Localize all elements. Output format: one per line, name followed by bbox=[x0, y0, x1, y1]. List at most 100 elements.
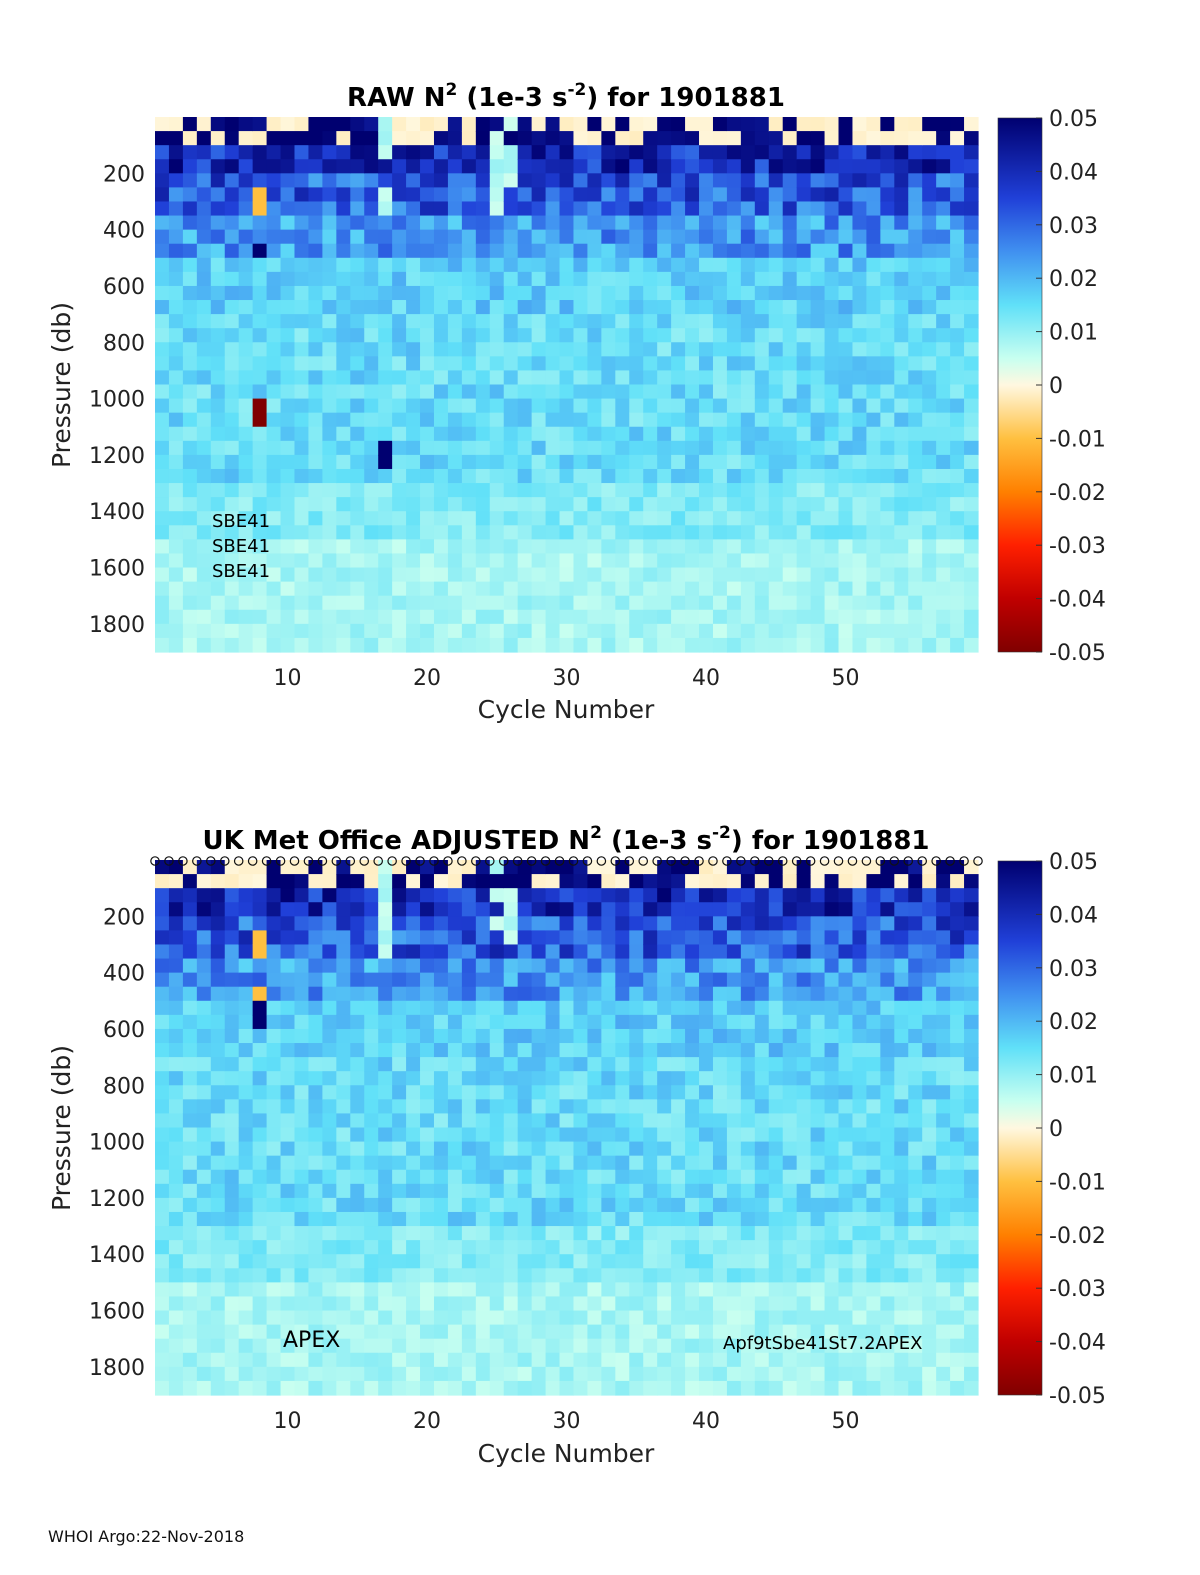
heatmap-cell bbox=[726, 860, 742, 875]
heatmap-cell bbox=[950, 623, 965, 639]
heatmap-cell bbox=[447, 117, 463, 132]
profile-marker bbox=[498, 856, 509, 866]
heatmap-cell bbox=[629, 1071, 644, 1086]
heatmap-cell bbox=[643, 944, 658, 960]
heatmap-cell bbox=[378, 1099, 393, 1115]
heatmap-cell bbox=[936, 539, 951, 555]
heatmap-cell bbox=[685, 1169, 700, 1185]
heatmap-cell bbox=[587, 342, 602, 357]
heatmap-cell bbox=[601, 1155, 616, 1171]
heatmap-cell bbox=[629, 229, 644, 245]
heatmap-cell bbox=[824, 637, 840, 653]
heatmap-cell bbox=[196, 1211, 212, 1227]
heatmap-cell bbox=[392, 623, 407, 639]
heatmap-cell bbox=[447, 1197, 463, 1213]
heatmap-cell bbox=[475, 1366, 491, 1382]
heatmap-cell bbox=[378, 860, 393, 875]
heatmap-cell bbox=[238, 1057, 254, 1072]
heatmap-cell bbox=[517, 986, 533, 1002]
heatmap-cell bbox=[322, 300, 337, 315]
heatmap-cell bbox=[615, 1057, 630, 1072]
heatmap-cell bbox=[280, 1057, 296, 1072]
heatmap-cell bbox=[740, 398, 756, 414]
heatmap-cell bbox=[643, 637, 658, 653]
heatmap-cell bbox=[378, 1000, 393, 1016]
heatmap-cell bbox=[168, 384, 184, 400]
heatmap-cell bbox=[433, 1282, 449, 1298]
heatmap-cell bbox=[531, 131, 547, 146]
heatmap-cell bbox=[266, 1310, 282, 1326]
heatmap-cell bbox=[182, 468, 198, 484]
heatmap-cell bbox=[155, 243, 170, 259]
heatmap-cell bbox=[503, 1310, 519, 1326]
heatmap-cell bbox=[587, 1211, 602, 1227]
heatmap-cell bbox=[196, 412, 212, 428]
heatmap-cell bbox=[322, 398, 337, 414]
heatmap-cell bbox=[824, 440, 840, 456]
heatmap-cell bbox=[824, 384, 840, 400]
heatmap-cell bbox=[587, 511, 602, 526]
heatmap-cell bbox=[782, 1071, 798, 1086]
heatmap-cell bbox=[517, 1127, 533, 1143]
heatmap-cell bbox=[489, 1028, 505, 1044]
heatmap-cell bbox=[545, 201, 561, 217]
heatmap-cell bbox=[671, 1282, 686, 1298]
heatmap-cell bbox=[754, 398, 770, 414]
heatmap-cell bbox=[364, 1057, 379, 1072]
heatmap-cell bbox=[350, 314, 365, 329]
heatmap-cell bbox=[657, 637, 672, 653]
heatmap-cell bbox=[601, 595, 616, 611]
heatmap-cell bbox=[433, 257, 449, 273]
heatmap-cell bbox=[531, 257, 547, 273]
heatmap-cell bbox=[364, 300, 379, 315]
heatmap-cell bbox=[671, 553, 686, 569]
heatmap-cell bbox=[964, 1099, 979, 1115]
heatmap-cell bbox=[266, 1282, 282, 1298]
heatmap-cell bbox=[182, 426, 198, 442]
heatmap-cell bbox=[475, 131, 491, 146]
heatmap-cell bbox=[155, 1226, 170, 1241]
heatmap-cell bbox=[810, 1352, 826, 1368]
heatmap-cell bbox=[810, 1113, 826, 1129]
heatmap-cell bbox=[950, 581, 965, 597]
heatmap-cell bbox=[489, 1057, 505, 1072]
heatmap-cell bbox=[796, 1197, 812, 1213]
heatmap-cell bbox=[671, 1000, 686, 1016]
heatmap-cell bbox=[866, 525, 881, 540]
profile-marker bbox=[903, 856, 914, 866]
heatmap-cell bbox=[699, 257, 714, 273]
heatmap-cell bbox=[238, 958, 254, 974]
heatmap-cell bbox=[908, 187, 923, 203]
heatmap-cell bbox=[461, 609, 477, 625]
heatmap-cell bbox=[699, 553, 714, 569]
heatmap-cell bbox=[238, 356, 254, 372]
heatmap-cell bbox=[922, 930, 937, 946]
heatmap-cell bbox=[796, 426, 812, 442]
heatmap-cell bbox=[475, 201, 491, 217]
heatmap-cell bbox=[838, 1254, 854, 1269]
heatmap-cell bbox=[712, 426, 728, 442]
profile-marker bbox=[359, 856, 370, 866]
heatmap-cell bbox=[252, 497, 268, 512]
heatmap-cell bbox=[824, 285, 840, 301]
heatmap-cell bbox=[601, 314, 616, 329]
heatmap-cell bbox=[461, 1380, 477, 1396]
heatmap-cell bbox=[155, 623, 170, 639]
heatmap-cell bbox=[740, 1169, 756, 1185]
heatmap-cell bbox=[754, 1324, 770, 1340]
heatmap-cell bbox=[406, 511, 421, 526]
heatmap-cell bbox=[615, 1113, 630, 1129]
heatmap-cell bbox=[810, 1226, 826, 1241]
heatmap-cell bbox=[671, 539, 686, 555]
heatmap-cell bbox=[615, 342, 630, 357]
heatmap-cell bbox=[252, 328, 268, 343]
heatmap-cell bbox=[294, 426, 310, 442]
heatmap-cell bbox=[420, 145, 435, 160]
heatmap-cell bbox=[489, 440, 505, 456]
heatmap-cell bbox=[712, 609, 728, 625]
heatmap-cell bbox=[796, 567, 812, 583]
heatmap-cell bbox=[629, 1324, 644, 1340]
heatmap-cell bbox=[350, 356, 365, 372]
heatmap-cell bbox=[475, 1000, 491, 1016]
heatmap-cell bbox=[768, 595, 784, 611]
